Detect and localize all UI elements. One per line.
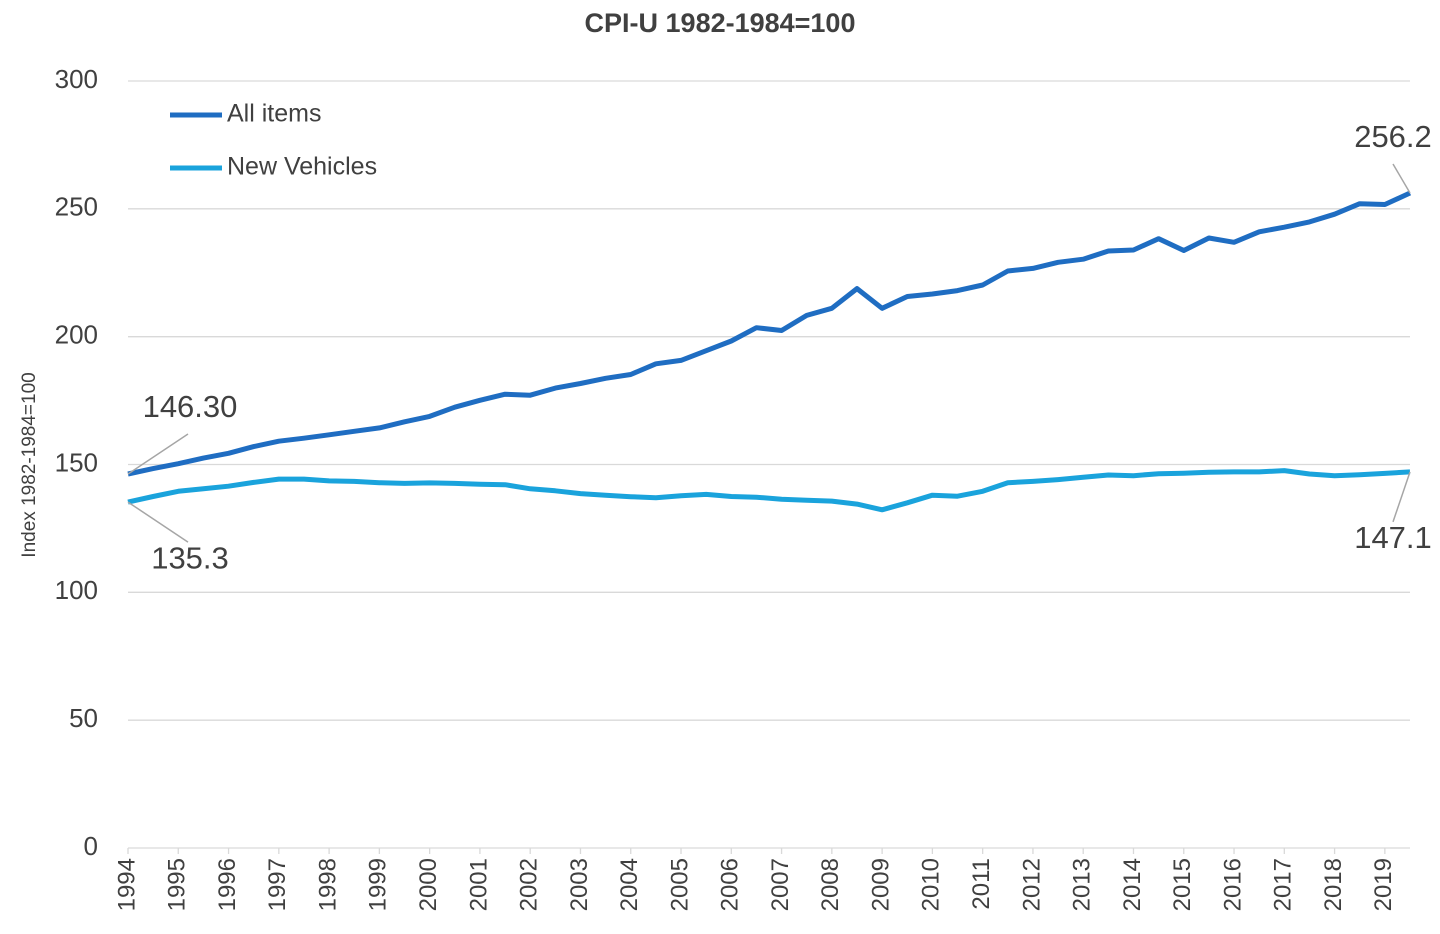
x-tick-label: 2006: [717, 858, 744, 911]
data-label: 147.1: [1354, 520, 1432, 555]
y-tick-label: 50: [69, 703, 98, 733]
x-tick-label: 2007: [767, 858, 794, 911]
legend-label: All items: [227, 100, 321, 128]
label-leader: [127, 433, 189, 475]
x-tick-label: 1996: [214, 858, 241, 911]
label-leader: [127, 501, 189, 543]
x-tick-label: 2011: [968, 858, 995, 910]
x-tick-label: 2008: [817, 858, 844, 911]
label-leader: [1392, 471, 1411, 523]
x-tick-label: 2016: [1219, 858, 1246, 911]
x-tick-label: 2000: [415, 858, 442, 911]
y-tick-label: 300: [55, 64, 98, 94]
y-tick-label: 200: [55, 320, 98, 350]
legend-label: New Vehicles: [227, 153, 377, 181]
series-line: [127, 190, 1412, 477]
y-tick-label: 150: [55, 447, 98, 477]
x-tick-label: 2002: [516, 858, 543, 911]
x-tick-label: 2018: [1320, 858, 1347, 911]
x-tick-label: 2013: [1069, 858, 1096, 911]
x-tick-label: 2012: [1018, 858, 1045, 911]
data-label: 146.30: [143, 389, 238, 424]
x-tick-label: 2019: [1370, 858, 1397, 911]
x-tick-label: 1994: [113, 858, 140, 911]
x-tick-label: 2001: [465, 858, 492, 911]
label-leader: [1392, 163, 1411, 194]
x-tick-label: 2014: [1119, 858, 1146, 911]
y-tick-label: 250: [55, 192, 98, 222]
x-tick-label: 2003: [566, 858, 593, 911]
x-tick-label: 2015: [1169, 858, 1196, 911]
x-tick-label: 1995: [164, 858, 191, 911]
x-tick-label: 1999: [365, 858, 392, 911]
x-tick-label: 2017: [1270, 858, 1297, 911]
y-tick-label: 100: [55, 575, 98, 605]
y-axis-label: Index 1982-1984=100: [19, 372, 40, 557]
x-tick-label: 2004: [616, 858, 643, 911]
y-tick-label: 0: [84, 831, 98, 861]
data-label: 256.2: [1354, 119, 1432, 154]
x-tick-label: 2005: [666, 858, 693, 911]
x-tick-label: 2009: [867, 858, 894, 911]
x-tick-label: 1998: [314, 858, 341, 911]
chart-title: CPI-U 1982-1984=100: [585, 8, 856, 38]
data-label: 135.3: [151, 540, 229, 575]
series-line: [127, 468, 1411, 513]
x-tick-label: 1997: [264, 858, 291, 911]
x-tick-label: 2010: [918, 858, 945, 911]
